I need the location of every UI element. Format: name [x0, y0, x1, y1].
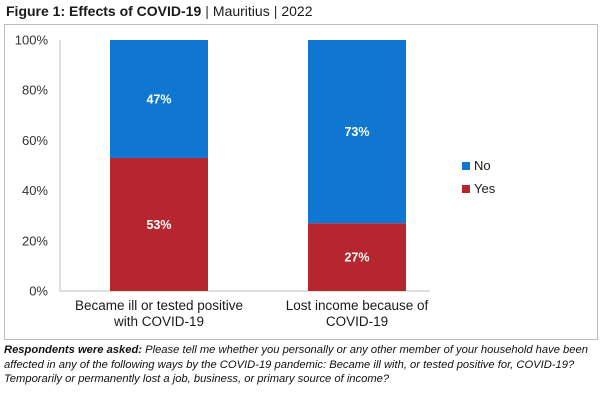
title-separator: |: [273, 3, 278, 19]
y-tick-label: 100%: [15, 33, 49, 48]
x-category-label: with COVID-19: [113, 314, 204, 329]
title-country: Mauritius: [212, 3, 270, 19]
y-tick-label: 0%: [29, 284, 48, 299]
note-text: Please tell me whether you personally or…: [4, 344, 588, 385]
stacked-bar-chart: 0% 20% 40% 60% 80% 100% 53% 47% Became ill or te…: [15, 33, 496, 330]
data-label-yes: 27%: [344, 251, 369, 265]
title-year: 2022: [281, 3, 313, 19]
note-lead: Respondents were asked:: [4, 344, 143, 356]
bar-segment-no: [110, 40, 208, 158]
x-category-label: Became ill or tested positive: [75, 298, 243, 313]
legend-label-no: No: [474, 158, 491, 173]
title-separator: |: [205, 3, 209, 19]
x-category-label: Lost income because of: [286, 298, 429, 313]
question-note: Respondents were asked: Please tell me w…: [4, 343, 598, 387]
legend-swatch-yes: [462, 185, 470, 193]
x-category-label: COVID-19: [326, 314, 388, 329]
legend-label-yes: Yes: [474, 181, 496, 196]
bar-segment-no: [308, 40, 406, 224]
chart-title: Figure 1: Effects of COVID-19 | Mauritius |…: [6, 3, 313, 19]
data-label-no: 47%: [146, 92, 171, 106]
y-tick-label: 20%: [22, 233, 48, 248]
data-label-yes: 53%: [146, 218, 171, 232]
chart-frame: [4, 24, 598, 340]
y-tick-label: 60%: [22, 133, 48, 148]
y-tick-label: 80%: [22, 83, 48, 98]
data-label-no: 73%: [344, 125, 369, 139]
legend-swatch-no: [462, 162, 470, 170]
bar-segment-yes: [308, 223, 406, 291]
y-tick-label: 40%: [22, 183, 48, 198]
title-main: Figure 1: Effects of COVID-19: [6, 3, 202, 19]
bar-segment-yes: [110, 157, 208, 291]
